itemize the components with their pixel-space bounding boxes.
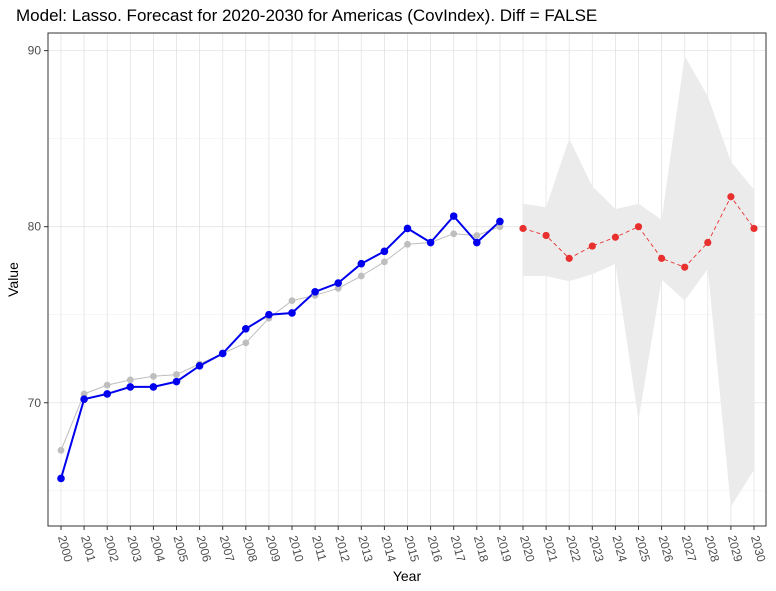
forecast-data-point	[681, 263, 689, 271]
fitted-data-point	[496, 223, 504, 231]
actual-data-point	[218, 349, 227, 358]
x-tick-label: 2000	[55, 534, 76, 564]
actual-data-point	[57, 474, 65, 483]
actual-data-point	[172, 377, 181, 386]
x-tick-label: 2010	[286, 534, 307, 564]
forecast-data-point	[588, 242, 596, 250]
fitted-data-point	[103, 381, 111, 389]
x-tick-label: 2003	[124, 534, 145, 564]
actual-data-point	[357, 259, 366, 268]
actual-data-point	[265, 310, 273, 319]
actual-data-point	[496, 217, 504, 226]
forecast-data-point	[611, 233, 620, 241]
fitted-data-point	[150, 372, 157, 380]
x-tick-label: 2022	[563, 534, 584, 564]
x-tick-label: 2028	[702, 534, 723, 564]
x-tick-label: 2005	[171, 534, 192, 564]
actual-data-point	[473, 238, 481, 247]
fitted-data-point	[242, 339, 250, 347]
fitted-data-point	[80, 390, 88, 398]
x-tick-label: 2008	[240, 534, 261, 564]
forecast-data-point	[750, 224, 758, 233]
x-tick-label: 2001	[78, 534, 99, 564]
x-tick-label: 2002	[101, 534, 122, 564]
x-tick-label: 2014	[378, 534, 399, 564]
actual-data-point	[126, 383, 135, 391]
x-tick-label: 2024	[609, 534, 630, 564]
forecast-data-point	[519, 224, 527, 233]
actual-data-point	[242, 325, 250, 333]
fitted-series-line	[60, 226, 501, 451]
fitted-data-point	[404, 240, 411, 248]
x-tick-label: 2017	[448, 534, 469, 564]
actual-data-point	[426, 238, 435, 247]
x-tick-label: 2026	[656, 534, 677, 564]
fitted-data-point	[173, 371, 180, 378]
fitted-data-point	[334, 284, 342, 292]
actual-data-point	[403, 224, 412, 233]
x-tick-label: 2018	[471, 534, 492, 564]
actual-data-point	[380, 247, 389, 256]
fitted-data-point	[57, 446, 65, 454]
actual-data-point	[195, 361, 204, 370]
fitted-data-point	[473, 232, 481, 239]
fitted-data-point	[126, 376, 134, 384]
x-tick-label: 2030	[748, 534, 769, 564]
actual-data-point	[80, 395, 88, 404]
y-tick-label: 70	[28, 396, 42, 410]
x-tick-label: 2007	[217, 534, 238, 564]
forecast-data-point	[634, 223, 643, 231]
forecast-data-point	[704, 238, 712, 247]
x-tick-label: 2015	[402, 534, 423, 564]
x-tick-label: 2029	[725, 534, 746, 564]
x-tick-label: 2021	[540, 534, 561, 564]
actual-series-line	[60, 215, 501, 479]
actual-data-point	[149, 383, 158, 391]
forecast-data-point	[727, 193, 735, 201]
confidence-band	[523, 55, 754, 507]
x-axis-title: Year	[393, 568, 422, 584]
actual-data-point	[311, 288, 319, 296]
actual-data-point	[334, 279, 343, 287]
forecast-data-point	[565, 254, 573, 262]
x-tick-label: 2012	[332, 534, 353, 564]
y-tick-label: 90	[28, 44, 42, 58]
y-tick-label: 80	[28, 220, 42, 234]
x-tick-label: 2020	[517, 534, 538, 564]
x-tick-label: 2016	[425, 534, 446, 564]
x-tick-label: 2023	[586, 534, 607, 564]
x-tick-label: 2025	[633, 534, 654, 564]
actual-data-point	[288, 309, 296, 317]
chart-title: Model: Lasso. Forecast for 2020-2030 for…	[16, 6, 598, 25]
y-axis-title: Value	[5, 262, 21, 297]
x-tick-label: 2006	[194, 534, 215, 564]
x-tick-label: 2009	[263, 534, 284, 564]
fitted-data-point	[450, 230, 458, 238]
fitted-data-point	[288, 297, 296, 305]
fitted-data-point	[381, 258, 388, 266]
fitted-data-point	[357, 272, 365, 280]
x-tick-label: 2019	[494, 534, 515, 564]
actual-data-point	[449, 212, 458, 220]
forecast-data-point	[658, 254, 666, 262]
x-tick-label: 2013	[355, 534, 376, 564]
x-tick-label: 2027	[679, 534, 700, 564]
actual-data-point	[103, 390, 111, 398]
forecast-data-point	[542, 231, 550, 240]
x-tick-label: 2011	[309, 534, 329, 563]
x-tick-label: 2004	[147, 534, 168, 564]
